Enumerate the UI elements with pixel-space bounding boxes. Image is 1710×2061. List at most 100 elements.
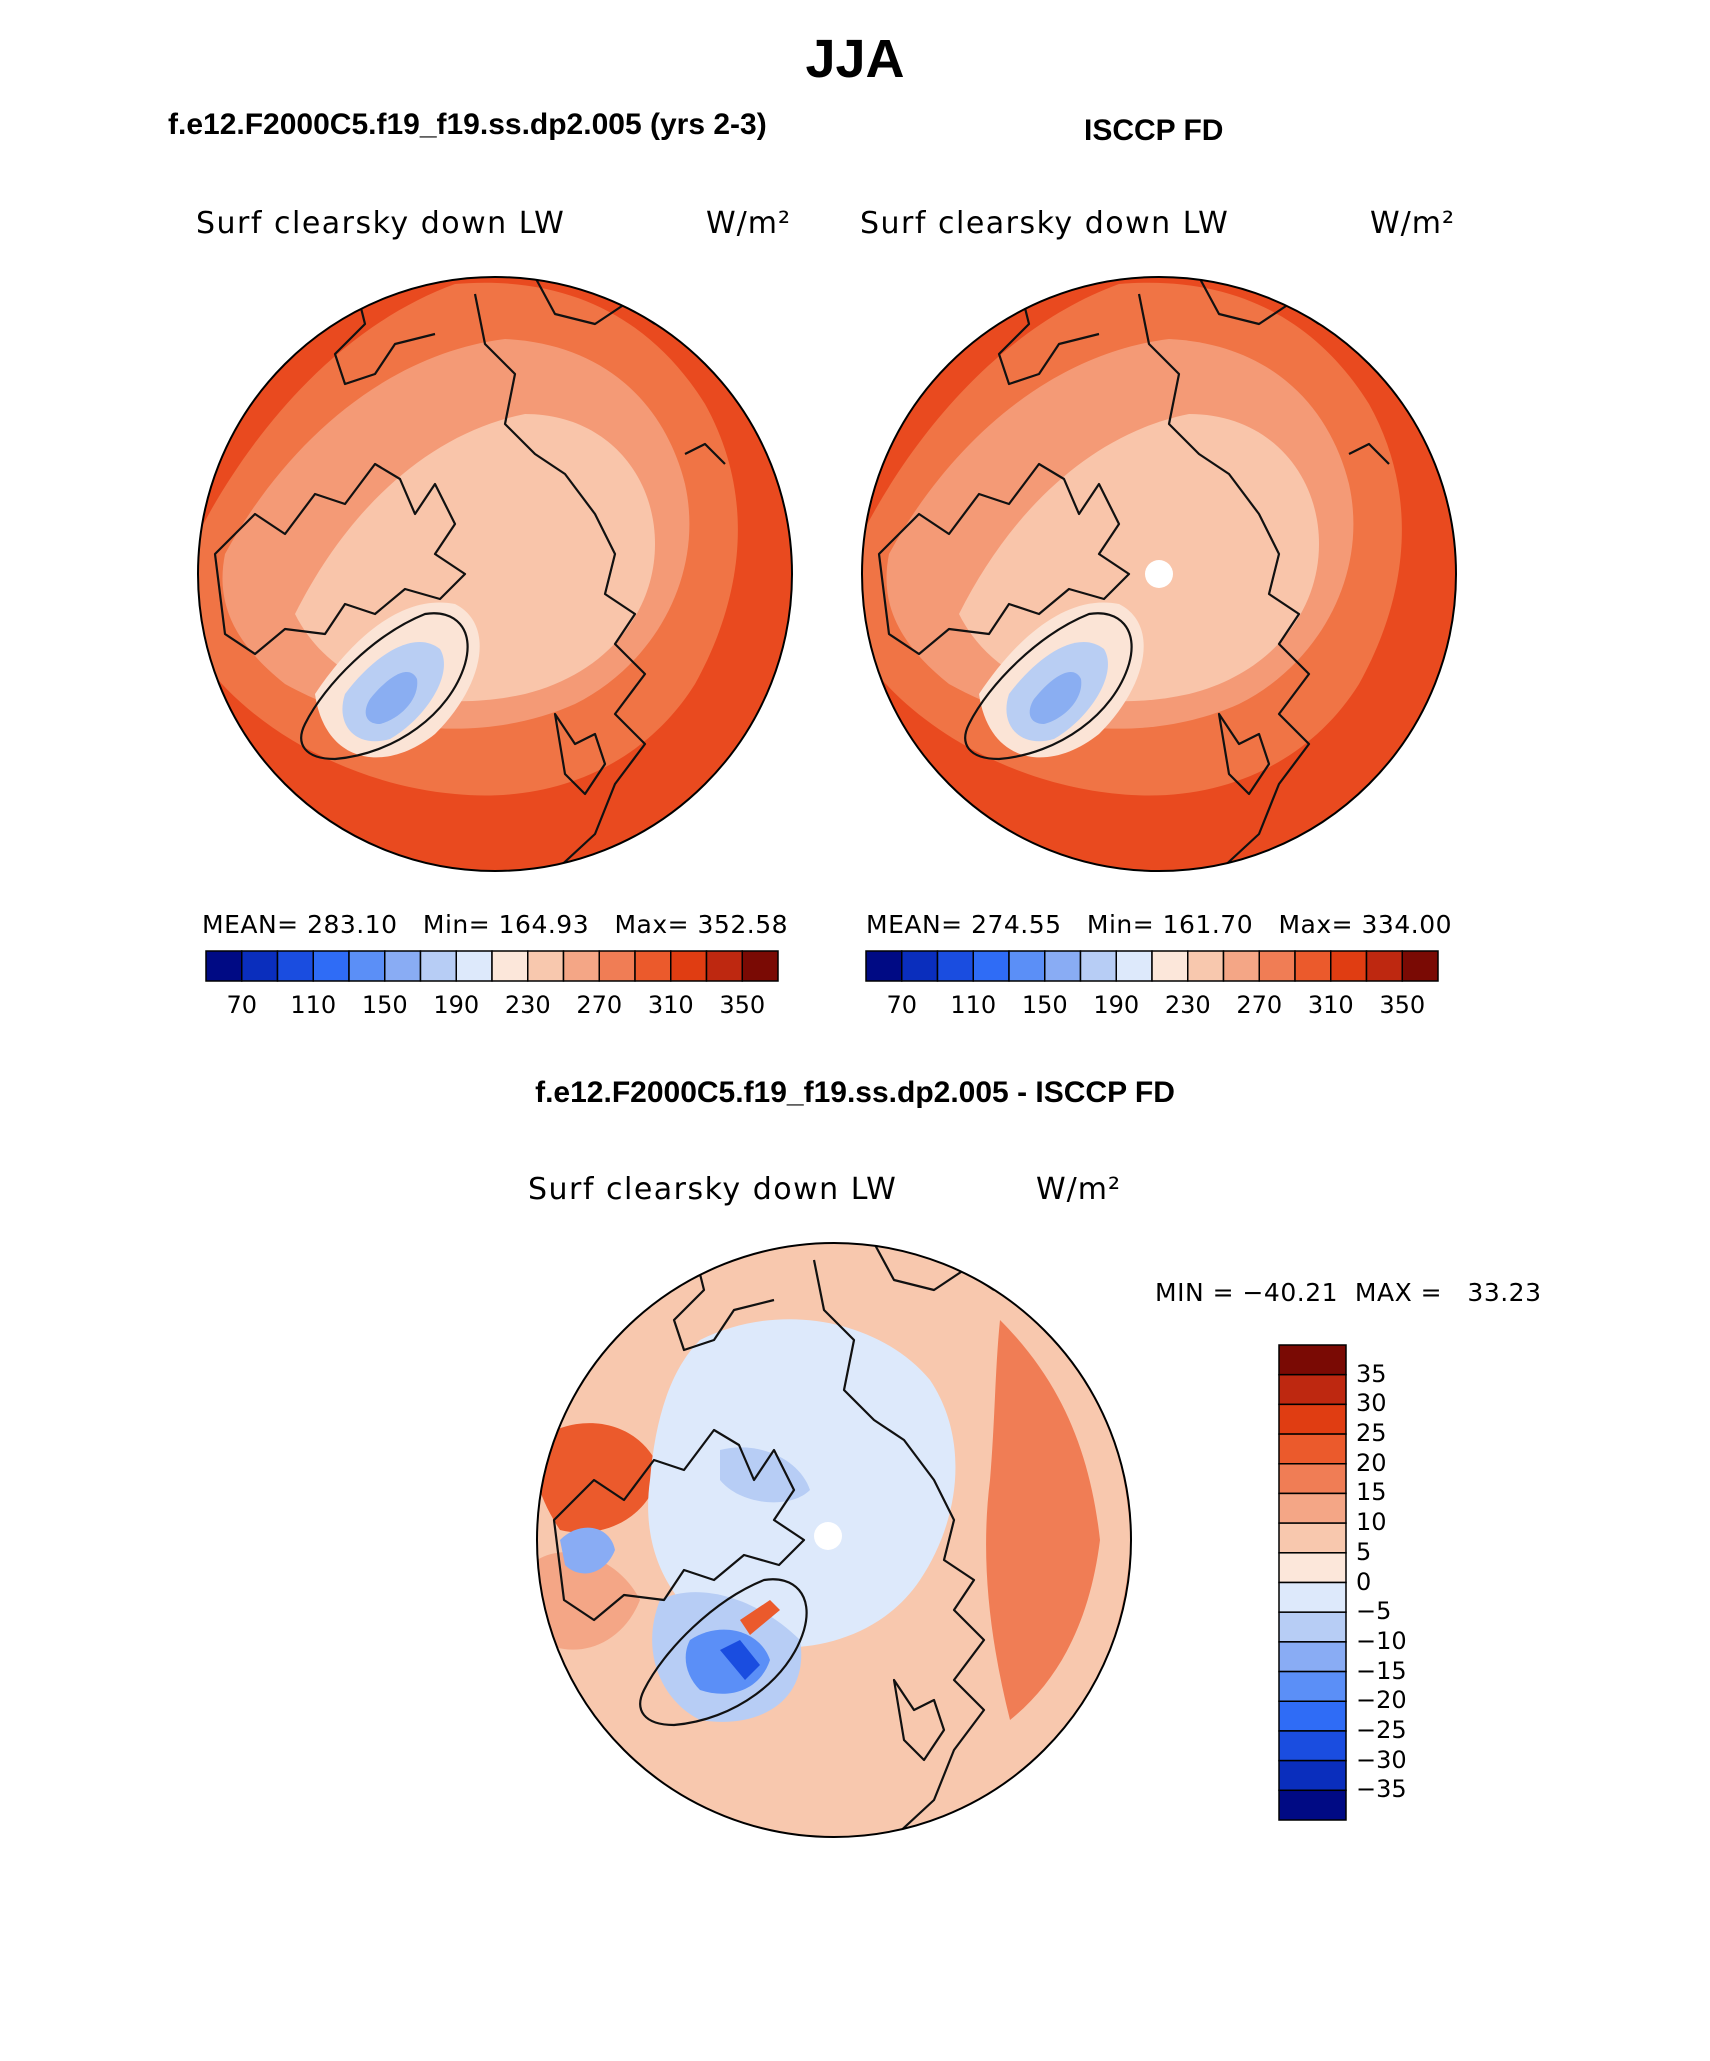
diff-colorbar-box: [1278, 1463, 1347, 1495]
model-colorbar-box: [419, 950, 457, 982]
missing-data-pole-marker: [1145, 560, 1173, 588]
model-colorbar-box: [562, 950, 600, 982]
model-colorbar-box: [670, 950, 708, 982]
obs-colorbar-box: [1222, 950, 1260, 982]
diff-colorbar-tick-label: −20: [1356, 1686, 1407, 1715]
model-title: f.e12.F2000C5.f19_f19.ss.dp2.005 (yrs 2-…: [168, 108, 767, 141]
model-colorbar-box: [741, 950, 779, 982]
obs-colorbar-box: [972, 950, 1010, 982]
model-colorbar-box: [205, 950, 243, 982]
diff-colorbar-box: [1278, 1759, 1347, 1792]
model-colorbar-tick-label: 150: [361, 991, 408, 1019]
model-colorbar-tick-label: 230: [504, 991, 551, 1019]
diff-colorbar-tick-label: −10: [1356, 1626, 1407, 1655]
obs-colorbar-tick-label: 310: [1307, 991, 1354, 1019]
model-colorbar-tick-label: 350: [719, 991, 766, 1019]
model-colorbar-box: [276, 950, 314, 982]
obs-colorbar-box: [1151, 950, 1189, 982]
obs-colorbar-box: [865, 950, 903, 982]
model-stats: MEAN= 283.10 Min= 164.93 Max= 352.58: [202, 910, 789, 939]
diff-colorbar-box: [1278, 1670, 1347, 1702]
obs-title: ISCCP FD: [1084, 114, 1224, 147]
obs-variable-label: Surf clearsky down LW: [860, 206, 1230, 241]
obs-colorbar-box: [1187, 950, 1225, 982]
obs-stats: MEAN= 274.55 Min= 161.70 Max= 334.00: [866, 910, 1453, 939]
obs-colorbar-box: [1044, 950, 1082, 982]
diff-colorbar-tick-label: 25: [1356, 1419, 1387, 1448]
obs-colorbar-tick-label: 70: [886, 991, 918, 1019]
obs-colorbar-tick-label: 110: [950, 991, 997, 1019]
model-units-label: W/m²: [706, 206, 792, 241]
model-colorbar-box: [455, 950, 493, 982]
diff-colorbar-tick-label: −30: [1356, 1745, 1407, 1774]
diff-colorbar-box: [1278, 1433, 1347, 1465]
obs-colorbar-tick-label: 270: [1236, 991, 1283, 1019]
diff-colorbar-tick-label: 10: [1356, 1508, 1387, 1537]
diff-colorbar-tick-label: −15: [1356, 1656, 1407, 1685]
model-colorbar: [205, 950, 779, 982]
obs-colorbar-box: [1294, 950, 1332, 982]
obs-colorbar-box: [1401, 950, 1439, 982]
diff-colorbar-box: [1278, 1789, 1347, 1821]
model-colorbar-box: [491, 950, 529, 982]
diff-colorbar-tick-label: 5: [1356, 1537, 1372, 1566]
obs-colorbar: [865, 950, 1439, 982]
obs-map-border: [861, 276, 1457, 872]
obs-colorbar-tick-label: 190: [1093, 991, 1140, 1019]
model-colorbar-tick-label: 190: [433, 991, 480, 1019]
diff-colorbar-box: [1278, 1552, 1347, 1584]
diff-units-label: W/m²: [1036, 1172, 1122, 1207]
obs-colorbar-tick-label: 230: [1164, 991, 1211, 1019]
obs-colorbar-tick-label: 150: [1021, 991, 1068, 1019]
obs-colorbar-box: [1008, 950, 1046, 982]
diff-colorbar-box: [1278, 1522, 1347, 1554]
obs-colorbar-box: [1079, 950, 1117, 982]
diff-colorbar-tick-label: 20: [1356, 1448, 1387, 1477]
diff-colorbar-box: [1278, 1611, 1347, 1643]
obs-colorbar-tick-label: 350: [1379, 991, 1426, 1019]
diff-colorbar-tick-label: −35: [1356, 1775, 1407, 1804]
diff-map: [537, 1243, 1131, 1837]
obs-colorbar-box: [901, 950, 939, 982]
model-colorbar-tick-label: 110: [290, 991, 337, 1019]
obs-map: [862, 277, 1456, 871]
model-colorbar-box: [241, 950, 279, 982]
diff-colorbar-tick-label: 30: [1356, 1389, 1387, 1418]
diff-variable-label: Surf clearsky down LW: [528, 1172, 898, 1207]
diff-title: f.e12.F2000C5.f19_f19.ss.dp2.005 - ISCCP…: [535, 1076, 1175, 1109]
model-colorbar-tick-label: 310: [647, 991, 694, 1019]
obs-colorbar-box: [1258, 950, 1296, 982]
diff-colorbar-box: [1278, 1581, 1347, 1613]
model-colorbar-tick-label: 70: [226, 991, 258, 1019]
diff-colorbar-tick-label: 15: [1356, 1478, 1387, 1507]
model-variable-label: Surf clearsky down LW: [196, 206, 566, 241]
diff-colorbar-box: [1278, 1403, 1347, 1435]
obs-colorbar-box: [1365, 950, 1403, 982]
model-colorbar-box: [312, 950, 350, 982]
diff-colorbar-box: [1278, 1373, 1347, 1406]
model-map-border: [197, 276, 793, 872]
diff-colorbar: [1278, 1344, 1347, 1821]
diff-colorbar-box: [1278, 1492, 1347, 1524]
model-colorbar-tick-label: 270: [576, 991, 623, 1019]
diff-colorbar-tick-label: 35: [1356, 1359, 1387, 1388]
diff-colorbar-box: [1278, 1700, 1347, 1732]
model-colorbar-box: [348, 950, 386, 982]
season-title: JJA: [805, 29, 905, 89]
diff-stats: MIN = −40.21 MAX = 33.23: [1155, 1278, 1542, 1307]
diff-colorbar-box: [1278, 1641, 1347, 1673]
obs-colorbar-box: [1115, 950, 1153, 982]
diff-colorbar-tick-label: −25: [1356, 1715, 1407, 1744]
diff-colorbar-box: [1278, 1730, 1347, 1762]
diff-colorbar-tick-label: −5: [1356, 1597, 1392, 1626]
model-colorbar-box: [634, 950, 672, 982]
model-colorbar-box: [705, 950, 743, 982]
obs-units-label: W/m²: [1370, 206, 1456, 241]
diff-colorbar-box: [1278, 1344, 1347, 1376]
model-colorbar-box: [527, 950, 565, 982]
model-colorbar-box: [598, 950, 636, 982]
obs-colorbar-box: [1330, 950, 1368, 982]
model-colorbar-box: [384, 950, 422, 982]
model-map: [198, 277, 792, 871]
